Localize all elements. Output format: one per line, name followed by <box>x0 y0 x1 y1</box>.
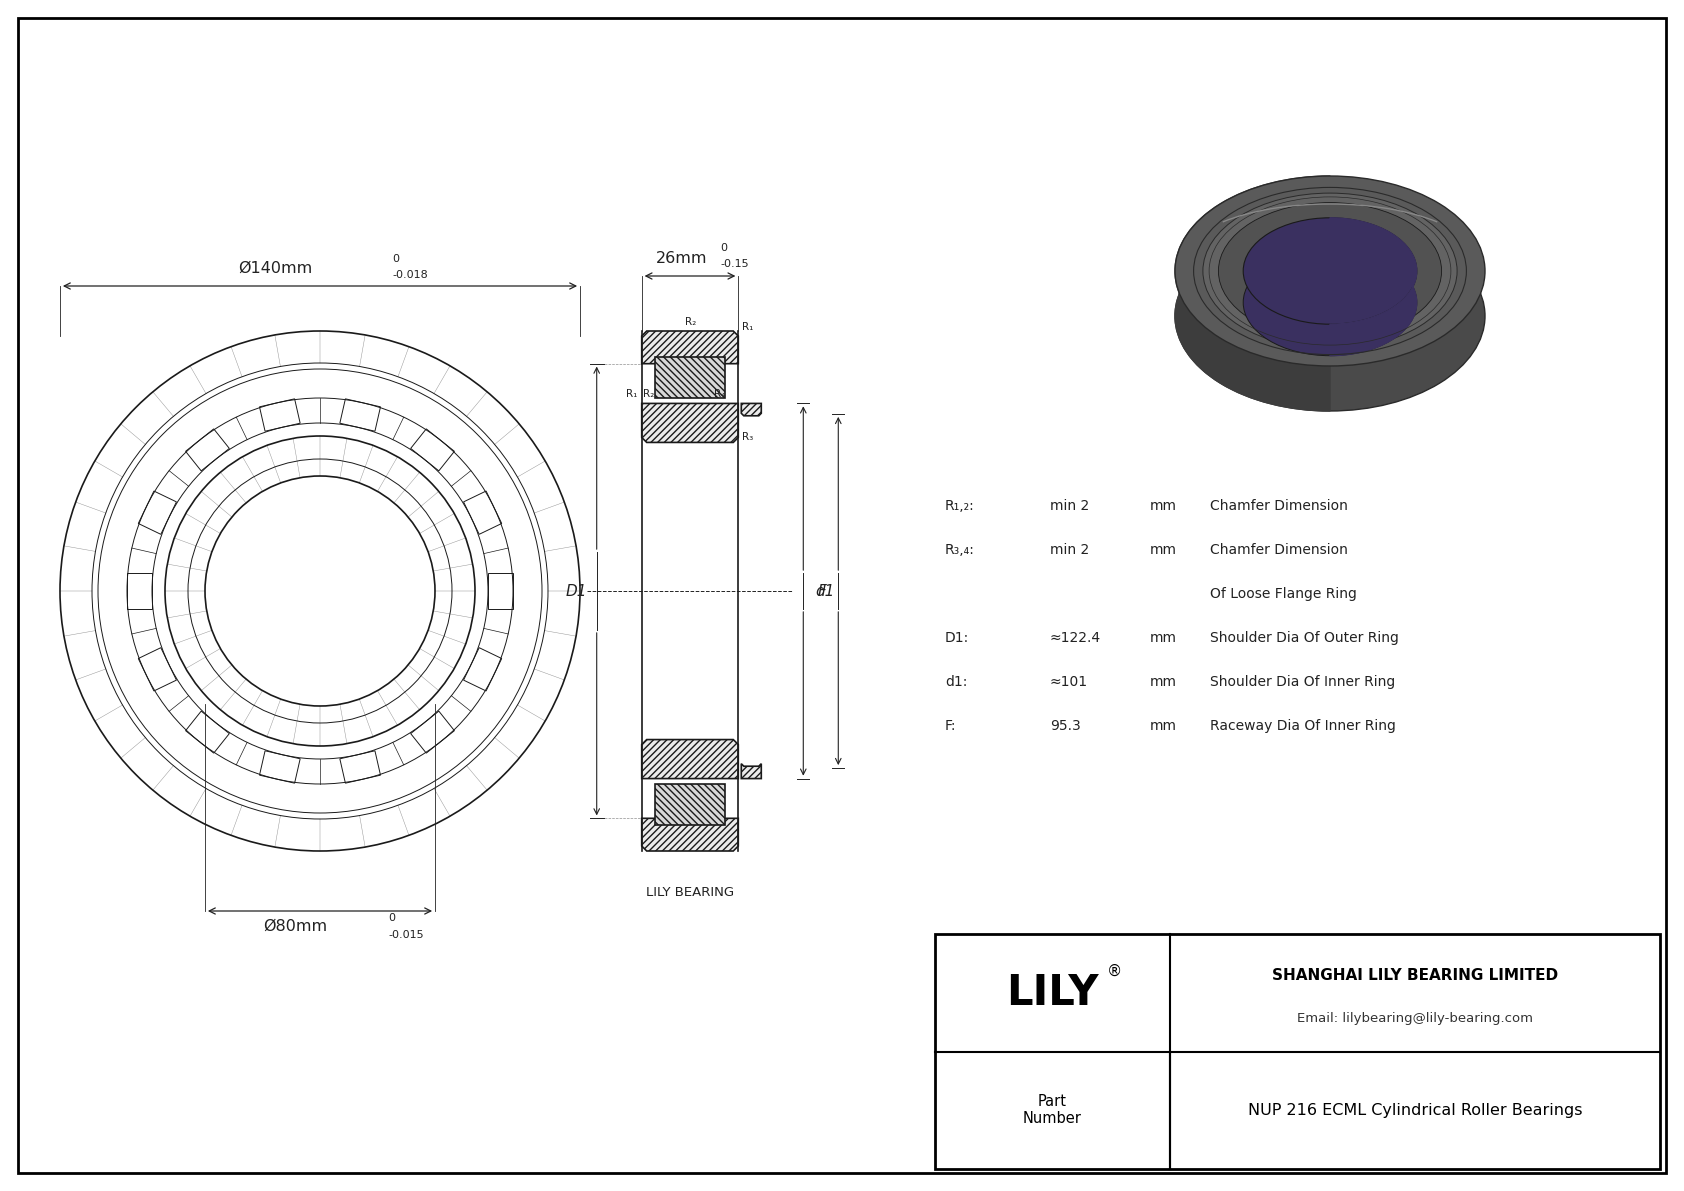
Ellipse shape <box>1175 176 1485 366</box>
Text: Of Loose Flange Ring: Of Loose Flange Ring <box>1211 587 1357 601</box>
Text: Shoulder Dia Of Outer Ring: Shoulder Dia Of Outer Ring <box>1211 631 1399 646</box>
Text: R₂: R₂ <box>685 317 697 328</box>
Text: min 2: min 2 <box>1051 499 1090 513</box>
Text: D1: D1 <box>566 584 586 599</box>
Text: Chamfer Dimension: Chamfer Dimension <box>1211 543 1347 557</box>
Text: -0.15: -0.15 <box>721 258 749 269</box>
Text: ®: ® <box>1106 965 1122 979</box>
Text: ≈101: ≈101 <box>1051 675 1088 690</box>
Polygon shape <box>741 763 761 779</box>
Text: d1:: d1: <box>945 675 967 690</box>
Text: mm: mm <box>1150 675 1177 690</box>
Polygon shape <box>642 404 738 442</box>
Polygon shape <box>642 740 738 779</box>
Text: mm: mm <box>1150 543 1177 557</box>
Text: R₁: R₁ <box>743 322 754 332</box>
Text: mm: mm <box>1150 719 1177 732</box>
Ellipse shape <box>1243 218 1416 324</box>
Text: 0: 0 <box>721 243 727 252</box>
Text: Chamfer Dimension: Chamfer Dimension <box>1211 499 1347 513</box>
Text: LILY: LILY <box>1007 972 1098 1014</box>
Text: R₁,₂:: R₁,₂: <box>945 499 975 513</box>
Text: Part
Number: Part Number <box>1024 1095 1081 1127</box>
Polygon shape <box>655 785 724 825</box>
Text: Ø80mm: Ø80mm <box>263 919 327 934</box>
Text: F:: F: <box>945 719 957 732</box>
Text: LILY BEARING: LILY BEARING <box>647 886 734 899</box>
Text: Raceway Dia Of Inner Ring: Raceway Dia Of Inner Ring <box>1211 719 1396 732</box>
Text: ≈122.4: ≈122.4 <box>1051 631 1101 646</box>
Polygon shape <box>741 404 761 416</box>
Text: Shoulder Dia Of Inner Ring: Shoulder Dia Of Inner Ring <box>1211 675 1396 690</box>
Polygon shape <box>642 818 738 852</box>
Text: 0: 0 <box>387 913 396 923</box>
Text: R₁: R₁ <box>626 389 638 399</box>
Polygon shape <box>642 331 738 363</box>
Text: mm: mm <box>1150 631 1177 646</box>
Text: R₂: R₂ <box>643 389 653 399</box>
Text: min 2: min 2 <box>1051 543 1090 557</box>
Text: Ø140mm: Ø140mm <box>237 261 312 276</box>
Ellipse shape <box>1219 202 1442 339</box>
Ellipse shape <box>1175 222 1485 411</box>
Text: R₃: R₃ <box>743 432 753 442</box>
Text: D1:: D1: <box>945 631 970 646</box>
Text: Email: lilybearing@lily-bearing.com: Email: lilybearing@lily-bearing.com <box>1297 1012 1532 1025</box>
Text: SHANGHAI LILY BEARING LIMITED: SHANGHAI LILY BEARING LIMITED <box>1271 967 1558 983</box>
Polygon shape <box>1330 218 1416 356</box>
Text: 0: 0 <box>392 254 399 264</box>
Text: R₄: R₄ <box>714 389 726 399</box>
Text: mm: mm <box>1150 499 1177 513</box>
Ellipse shape <box>1202 193 1457 349</box>
Text: NUP 216 ECML Cylindrical Roller Bearings: NUP 216 ECML Cylindrical Roller Bearings <box>1248 1103 1583 1117</box>
Text: 26mm: 26mm <box>657 251 707 266</box>
Bar <box>935 934 1660 1170</box>
Polygon shape <box>1175 176 1330 411</box>
Text: -0.018: -0.018 <box>392 270 428 280</box>
Text: d1: d1 <box>815 584 835 599</box>
Text: 95.3: 95.3 <box>1051 719 1081 732</box>
Polygon shape <box>655 357 724 398</box>
Text: -0.015: -0.015 <box>387 930 424 940</box>
Text: R₃,₄:: R₃,₄: <box>945 543 975 557</box>
Ellipse shape <box>1243 249 1416 356</box>
Text: F: F <box>817 584 827 599</box>
